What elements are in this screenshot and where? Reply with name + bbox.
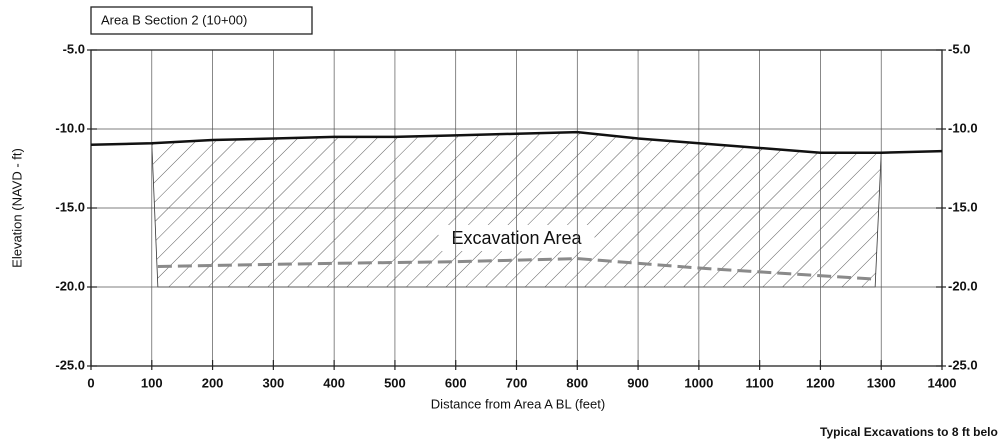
x-tick-label: 1000 [684, 375, 713, 390]
y-axis-label: Elevation (NAVD - ft) [9, 148, 24, 268]
x-tick-label: 1100 [746, 375, 774, 390]
plot-frame [90, 49, 943, 367]
x-tick-label: 900 [627, 375, 649, 390]
x-tick-label: 1300 [867, 375, 896, 390]
chart-title: Area B Section 2 (10+00) [101, 12, 247, 27]
x-tick-label: 800 [566, 375, 588, 390]
y-tick-label: -25.0 [55, 357, 85, 372]
x-tick-label: 1400 [928, 375, 957, 390]
x-tick-label: 1200 [806, 375, 835, 390]
y-tick-label: -15.0 [55, 199, 85, 214]
x-axis-label: Distance from Area A BL (feet) [431, 396, 605, 411]
series-line [90, 130, 943, 154]
x-tick-label: 200 [202, 375, 224, 390]
x-tick-label: 400 [323, 375, 345, 390]
y-tick-label: -10.0 [55, 120, 85, 135]
x-tick-label: 600 [445, 375, 467, 390]
y-tick-label: -20.0 [55, 278, 85, 293]
series-line [157, 257, 876, 281]
x-tick-label: 500 [384, 375, 406, 390]
y-tick-label: -5.0 [63, 41, 85, 56]
y2-tick-label: -15.0 [948, 199, 978, 214]
x-tick-label: 100 [141, 375, 163, 390]
footnote: Typical Excavations to 8 ft belo [820, 425, 998, 439]
title-box [90, 6, 313, 35]
x-tick-label: 300 [263, 375, 285, 390]
y2-tick-label: -20.0 [948, 278, 978, 293]
y2-tick-label: -10.0 [948, 120, 978, 135]
y2-tick-label: -25.0 [948, 357, 978, 372]
x-tick-label: 700 [506, 375, 528, 390]
x-tick-label: 0 [87, 375, 94, 390]
y2-tick-label: -5.0 [948, 41, 970, 56]
excavation-label: Excavation Area [451, 228, 582, 248]
